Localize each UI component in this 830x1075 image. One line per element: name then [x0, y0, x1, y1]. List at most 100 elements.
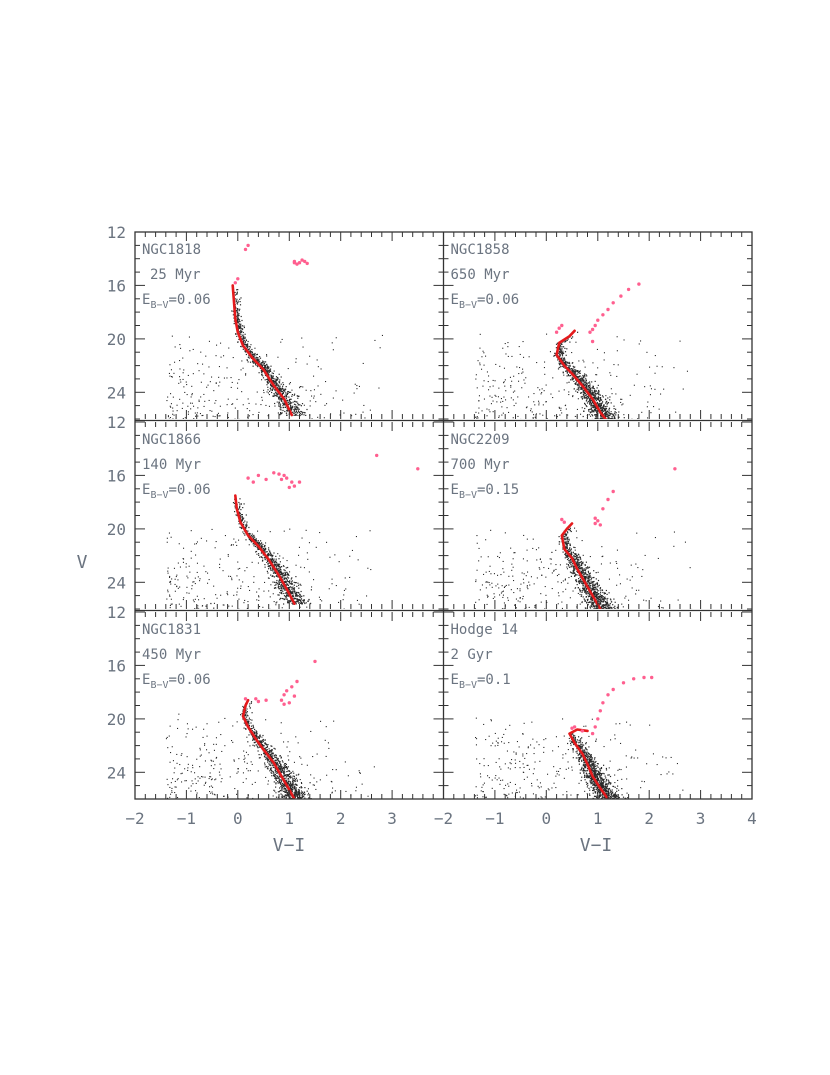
star	[566, 546, 568, 548]
star	[237, 300, 239, 302]
star	[185, 381, 187, 383]
star	[266, 384, 268, 386]
star	[582, 585, 584, 587]
star	[244, 570, 246, 572]
star	[581, 397, 583, 399]
star	[588, 595, 591, 597]
star	[592, 393, 594, 396]
star	[542, 404, 544, 406]
star	[282, 401, 284, 403]
star	[237, 324, 239, 326]
star	[600, 599, 602, 601]
star	[233, 320, 235, 322]
star	[577, 370, 579, 372]
star	[278, 398, 280, 400]
star	[597, 367, 599, 369]
star	[504, 585, 506, 587]
star	[227, 555, 229, 557]
star	[254, 540, 256, 542]
star	[189, 350, 191, 352]
star	[288, 383, 291, 385]
star	[679, 340, 681, 342]
star	[253, 538, 255, 540]
star	[581, 407, 583, 409]
star	[578, 563, 580, 565]
star	[285, 573, 287, 576]
star	[237, 289, 239, 291]
star	[602, 404, 605, 407]
star	[533, 414, 535, 416]
reddening-value: =0.06	[477, 292, 519, 308]
star	[598, 404, 600, 406]
star	[479, 362, 481, 364]
star	[238, 310, 240, 312]
star	[561, 365, 563, 368]
star	[502, 594, 504, 596]
star	[576, 561, 578, 563]
star-points	[166, 498, 372, 609]
star	[557, 359, 559, 361]
star	[286, 412, 288, 414]
star	[488, 375, 490, 377]
star	[239, 506, 241, 508]
star	[276, 382, 278, 384]
star	[476, 417, 478, 419]
star	[592, 404, 594, 406]
star	[572, 365, 574, 367]
star	[589, 398, 591, 400]
star	[576, 557, 578, 559]
star	[293, 588, 295, 590]
star	[584, 373, 586, 375]
star	[595, 414, 597, 416]
star	[595, 417, 597, 419]
star	[276, 772, 278, 774]
star	[295, 411, 298, 413]
axis-ticks	[443, 231, 753, 420]
y-tick-label: 24	[107, 383, 126, 402]
star	[591, 405, 593, 407]
star	[602, 589, 604, 591]
star	[247, 356, 249, 358]
star	[285, 584, 287, 586]
star	[224, 535, 226, 537]
star	[603, 413, 606, 415]
star	[558, 573, 560, 575]
star	[537, 387, 539, 389]
star	[591, 410, 593, 412]
star	[566, 364, 568, 366]
y-tick-label: 20	[107, 520, 126, 539]
star	[285, 592, 287, 594]
star	[238, 379, 240, 381]
star	[595, 397, 597, 399]
star	[265, 551, 267, 553]
star	[307, 558, 309, 560]
star	[595, 594, 597, 596]
star	[324, 404, 326, 406]
star	[595, 588, 597, 590]
star	[579, 594, 581, 596]
star	[293, 581, 295, 583]
giant-star	[264, 477, 268, 482]
star	[267, 560, 269, 562]
star	[578, 554, 580, 556]
star	[644, 386, 646, 388]
star	[561, 601, 563, 603]
star	[170, 598, 172, 600]
star	[266, 559, 268, 561]
star	[629, 394, 631, 396]
star	[169, 605, 171, 607]
star	[604, 409, 607, 412]
star	[251, 361, 254, 363]
star	[267, 766, 269, 768]
star	[511, 380, 513, 382]
star	[502, 568, 504, 570]
star	[188, 336, 190, 338]
star	[608, 604, 610, 606]
star	[325, 381, 327, 383]
star	[296, 414, 298, 416]
star	[592, 581, 594, 583]
star	[478, 547, 480, 549]
star	[588, 409, 590, 411]
star	[274, 562, 276, 564]
star	[600, 405, 602, 407]
